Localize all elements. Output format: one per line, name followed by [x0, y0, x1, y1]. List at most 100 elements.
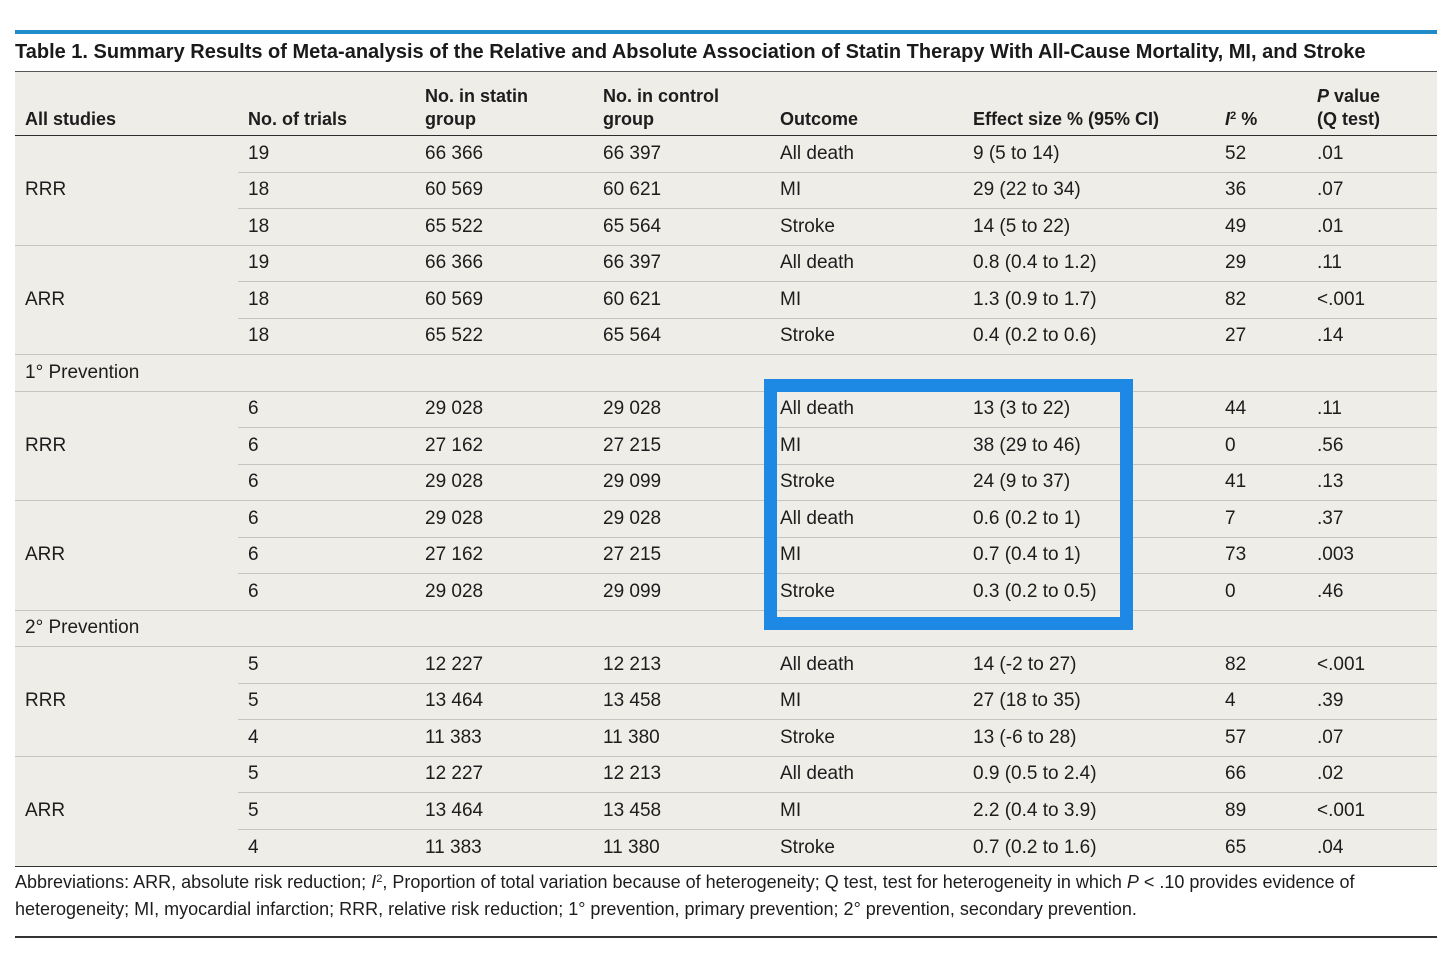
table-cell-outcome: Stroke — [780, 836, 835, 858]
measure-label: RRR — [25, 690, 67, 712]
table-cell-outcome: MI — [770, 793, 963, 830]
footnote-text-3: < .10 provides evidence of heterogeneity… — [15, 872, 1355, 919]
column-header-i2: I2 % — [1215, 72, 1307, 135]
table-cell-trials: 6 — [238, 574, 415, 611]
table-cell-statin: 60 569 — [415, 282, 593, 319]
measure-label-cell: ARR — [15, 757, 238, 867]
column-header-statin: No. in statin group — [415, 72, 593, 135]
column-header-control: No. in control group — [593, 72, 770, 135]
table-cell-statin: 13 464 — [415, 793, 593, 830]
table-cell-i2: 4 — [1215, 684, 1307, 720]
row-group: ARR 19 66 366 66 397 All death 0.8 (0.4 to 1.… — [15, 246, 1437, 355]
i2-symbol: I — [1225, 109, 1231, 129]
column-header-statin-line1: No. in statin — [425, 86, 528, 106]
table-cell-p: .11 — [1307, 392, 1437, 428]
table-cell-trials: 18 — [238, 209, 415, 246]
i2-superscript: 2 — [1230, 109, 1237, 122]
table-cell-statin: 60 569 — [415, 173, 593, 209]
column-header-group-text: All studies — [25, 109, 117, 129]
column-header-group: All studies — [15, 72, 238, 135]
table-cell-control: 66 397 — [593, 246, 770, 282]
column-header-i2-line: I2 % — [1225, 108, 1307, 131]
table-body: RRR 19 66 366 66 397 All death 9 (5 to 14) 52.… — [15, 136, 1437, 866]
table-cell-i2: 44 — [1215, 392, 1307, 428]
table-cell-control: 60 621 — [593, 282, 770, 319]
table-cell-statin: 29 028 — [415, 465, 593, 501]
column-header-p: P value (Q test) — [1307, 72, 1437, 135]
column-header-outcome: Outcome — [770, 72, 963, 135]
table-cell-p: .39 — [1307, 684, 1437, 720]
table-cell-effect: 13 (-6 to 28) — [963, 720, 1215, 757]
footnote-i-superscript: 2 — [376, 872, 383, 885]
table-cell-outcome: All death — [770, 501, 963, 538]
table-cell-trials: 6 — [238, 428, 415, 465]
table-cell-control: 29 028 — [593, 501, 770, 538]
table-cell-outcome: All death — [770, 647, 963, 684]
table-cell-effect: 0.8 (0.4 to 1.2) — [963, 246, 1215, 282]
table-cell-i2: 65 — [1225, 836, 1247, 858]
table-header: All studies No. of trials No. in statin g… — [15, 72, 1437, 136]
table-cell-p: .07 — [1307, 720, 1437, 757]
table-cell-trials: 4 — [248, 836, 259, 858]
table-cell-p: .02 — [1307, 757, 1437, 793]
table-cell-outcome: Stroke — [770, 209, 963, 246]
table-cell-statin: 13 464 — [415, 684, 593, 720]
table-cell-p: .13 — [1307, 465, 1437, 501]
table-cell-effect: 0.3 (0.2 to 0.5) — [963, 574, 1215, 611]
p-suffix: value — [1329, 86, 1381, 106]
table-cell-effect: 2.2 (0.4 to 3.9) — [963, 793, 1215, 830]
section-label-row: 2° Prevention — [15, 611, 1437, 647]
table-cell-i2: 66 — [1215, 757, 1307, 793]
measure-label: ARR — [25, 544, 66, 566]
table-cell-outcome: All death — [770, 757, 963, 793]
table-cell-outcome: All death — [770, 246, 963, 282]
table-cell-statin: 11 383 — [415, 720, 593, 757]
table-cell-trials: 19 — [238, 136, 415, 173]
table-cell-effect: 0.9 (0.5 to 2.4) — [963, 757, 1215, 793]
table-cell-i2: 36 — [1215, 173, 1307, 209]
table-cell-p: .01 — [1307, 136, 1437, 173]
table-cell-p: .003 — [1307, 538, 1437, 574]
table-cell-control: 27 215 — [593, 538, 770, 574]
measure-label-cell: ARR — [15, 246, 238, 355]
table-cell-effect: 29 (22 to 34) — [963, 173, 1215, 209]
table-cell-trials: 6 — [238, 538, 415, 574]
table-cell-outcome: MI — [770, 684, 963, 720]
table-cell-p: .11 — [1307, 246, 1437, 282]
table-cell-outcome: Stroke — [770, 319, 963, 355]
table-cell-control: 65 564 — [593, 319, 770, 355]
table-cell-effect: 1.3 (0.9 to 1.7) — [963, 282, 1215, 319]
table-cell-p: <.001 — [1307, 647, 1437, 684]
table-cell-trials: 18 — [238, 319, 415, 355]
table-cell-statin: 29 028 — [415, 501, 593, 538]
table-cell-control: 29 099 — [593, 465, 770, 501]
table-cell-statin: 29 028 — [415, 392, 593, 428]
table-cell-control: 60 621 — [593, 173, 770, 209]
table-cell-effect: 0.7 (0.2 to 1.6) — [973, 836, 1097, 858]
table-cell-control: 29 028 — [593, 392, 770, 428]
table-cell-p: .04 — [1317, 836, 1344, 858]
table-cell-statin: 65 522 — [415, 319, 593, 355]
column-header-trials-text: No. of trials — [248, 109, 348, 129]
table-cell-control: 13 458 — [593, 793, 770, 830]
table-cell-trials: 4 — [238, 720, 415, 757]
table-cell-effect: 0.4 (0.2 to 0.6) — [963, 319, 1215, 355]
table-cell-outcome: MI — [770, 428, 963, 465]
table-cell-outcome: Stroke — [770, 720, 963, 757]
table-cell-i2: 52 — [1215, 136, 1307, 173]
column-header-control-line2: group — [603, 109, 654, 129]
table-cell-trials: 6 — [238, 465, 415, 501]
section-label-row: 1° Prevention — [15, 355, 1437, 392]
table-cell-i2: 73 — [1215, 538, 1307, 574]
table-cell-p: .07 — [1307, 173, 1437, 209]
table-cell-control: 11 380 — [593, 720, 770, 757]
table-cell-trials: 5 — [238, 684, 415, 720]
table-cell-control: 65 564 — [593, 209, 770, 246]
measure-label: RRR — [25, 179, 67, 201]
measure-label-cell: ARR — [15, 501, 238, 611]
section-label: 2° Prevention — [25, 617, 140, 639]
column-header-p-line1: P value — [1317, 85, 1437, 108]
column-header-outcome-text: Outcome — [780, 109, 859, 129]
table-cell-effect: 38 (29 to 46) — [963, 428, 1215, 465]
results-table: All studies No. of trials No. in statin g… — [15, 71, 1437, 867]
